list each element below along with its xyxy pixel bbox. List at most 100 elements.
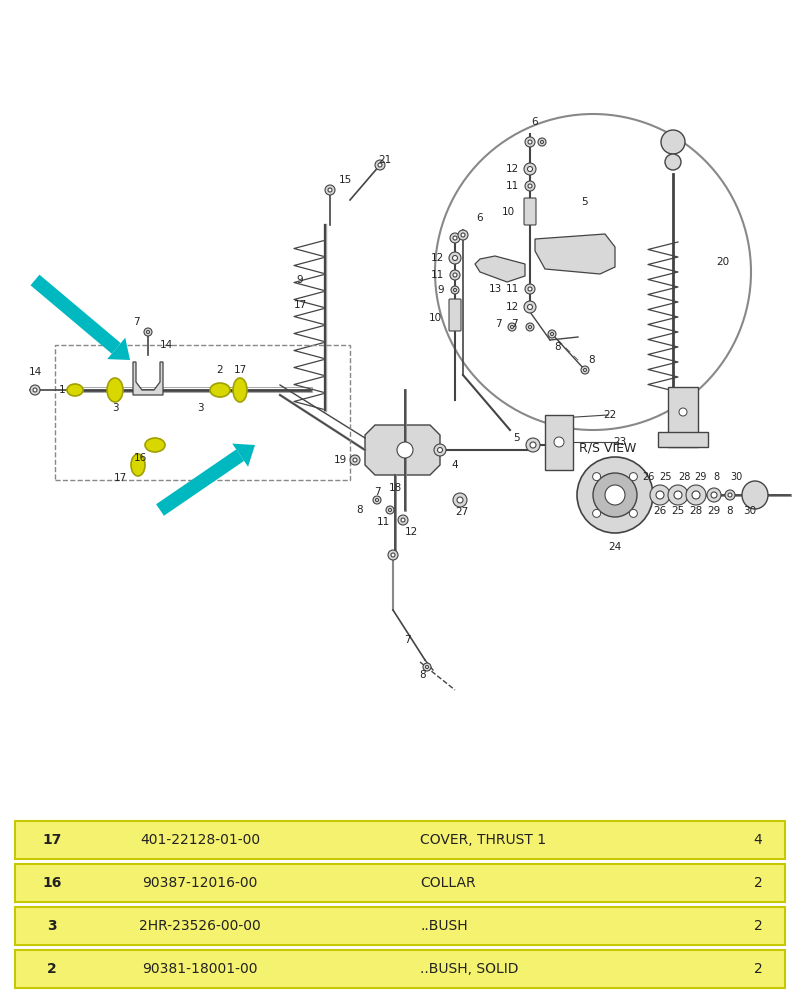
Text: 11: 11 [506, 181, 518, 191]
Circle shape [541, 140, 543, 143]
Text: 6: 6 [477, 213, 483, 223]
Text: 20: 20 [717, 257, 730, 267]
FancyBboxPatch shape [668, 387, 698, 447]
Polygon shape [475, 256, 525, 282]
Circle shape [524, 301, 536, 313]
Text: 1: 1 [58, 385, 65, 395]
Text: 7: 7 [374, 487, 380, 497]
Ellipse shape [67, 384, 83, 396]
Circle shape [450, 233, 460, 243]
Circle shape [453, 236, 457, 240]
Text: 15: 15 [338, 175, 352, 185]
Text: ..BUSH, SOLID: ..BUSH, SOLID [420, 962, 518, 976]
Circle shape [725, 490, 735, 500]
Text: 17: 17 [114, 473, 126, 483]
Polygon shape [133, 362, 163, 395]
Circle shape [728, 493, 732, 497]
Text: 18: 18 [388, 483, 402, 493]
Circle shape [508, 323, 516, 331]
Circle shape [528, 287, 532, 291]
Circle shape [454, 288, 457, 292]
Text: COLLAR: COLLAR [420, 876, 476, 890]
Circle shape [665, 154, 681, 170]
Circle shape [593, 509, 601, 517]
Circle shape [386, 506, 394, 514]
Circle shape [668, 485, 688, 505]
Circle shape [510, 326, 514, 328]
Polygon shape [232, 444, 255, 467]
Circle shape [458, 230, 468, 240]
Text: 8: 8 [420, 670, 426, 680]
Text: 10: 10 [429, 313, 442, 323]
Text: 13: 13 [488, 284, 502, 294]
Text: 6: 6 [532, 117, 538, 127]
Circle shape [674, 491, 682, 499]
Text: 9: 9 [297, 275, 303, 285]
Text: 12: 12 [430, 253, 444, 263]
Polygon shape [107, 338, 130, 360]
Ellipse shape [107, 378, 123, 402]
FancyBboxPatch shape [15, 907, 785, 945]
Circle shape [449, 252, 461, 264]
Text: 29: 29 [694, 472, 706, 482]
Circle shape [526, 323, 534, 331]
FancyBboxPatch shape [15, 864, 785, 902]
Circle shape [325, 185, 335, 195]
Text: 30: 30 [743, 506, 757, 516]
Circle shape [401, 518, 405, 522]
Circle shape [525, 137, 535, 147]
Text: 90387-12016-00: 90387-12016-00 [142, 876, 258, 890]
Circle shape [528, 140, 532, 144]
FancyBboxPatch shape [15, 821, 785, 859]
Text: 25: 25 [658, 472, 671, 482]
Text: 16: 16 [134, 453, 146, 463]
Circle shape [538, 138, 546, 146]
Text: 30: 30 [730, 472, 742, 482]
Circle shape [548, 330, 556, 338]
Circle shape [527, 166, 533, 172]
Text: 90381-18001-00: 90381-18001-00 [142, 962, 258, 976]
Text: 27: 27 [455, 507, 469, 517]
Ellipse shape [145, 438, 165, 452]
Text: 2: 2 [754, 962, 762, 976]
Text: 2HR-23526-00-00: 2HR-23526-00-00 [139, 919, 261, 933]
Circle shape [389, 508, 391, 512]
Text: 28: 28 [678, 472, 690, 482]
Circle shape [707, 488, 721, 502]
FancyBboxPatch shape [545, 415, 573, 470]
Circle shape [328, 188, 332, 192]
Text: 4: 4 [754, 833, 762, 847]
Text: 7: 7 [404, 635, 410, 645]
Circle shape [450, 270, 460, 280]
Circle shape [692, 491, 700, 499]
Text: 8: 8 [589, 355, 595, 365]
Circle shape [33, 388, 37, 392]
Circle shape [630, 509, 638, 517]
Text: 8: 8 [713, 472, 719, 482]
Circle shape [661, 130, 685, 154]
Text: 7: 7 [510, 319, 518, 329]
Circle shape [524, 163, 536, 175]
Circle shape [526, 438, 540, 452]
Circle shape [650, 485, 670, 505]
Text: 29: 29 [707, 506, 721, 516]
Circle shape [434, 444, 446, 456]
Text: 8: 8 [357, 505, 363, 515]
Text: 5: 5 [514, 433, 520, 443]
Polygon shape [535, 234, 615, 274]
Circle shape [605, 485, 625, 505]
Circle shape [378, 163, 382, 167]
Text: 3: 3 [47, 919, 57, 933]
Circle shape [388, 550, 398, 560]
Text: 7: 7 [494, 319, 502, 329]
Circle shape [529, 326, 531, 328]
Text: 401-22128-01-00: 401-22128-01-00 [140, 833, 260, 847]
Text: 28: 28 [690, 506, 702, 516]
Circle shape [527, 304, 533, 310]
FancyBboxPatch shape [0, 0, 800, 821]
Circle shape [530, 442, 536, 448]
Circle shape [391, 553, 395, 557]
Text: 17: 17 [234, 365, 246, 375]
Text: 3: 3 [197, 403, 203, 413]
Ellipse shape [233, 378, 247, 402]
